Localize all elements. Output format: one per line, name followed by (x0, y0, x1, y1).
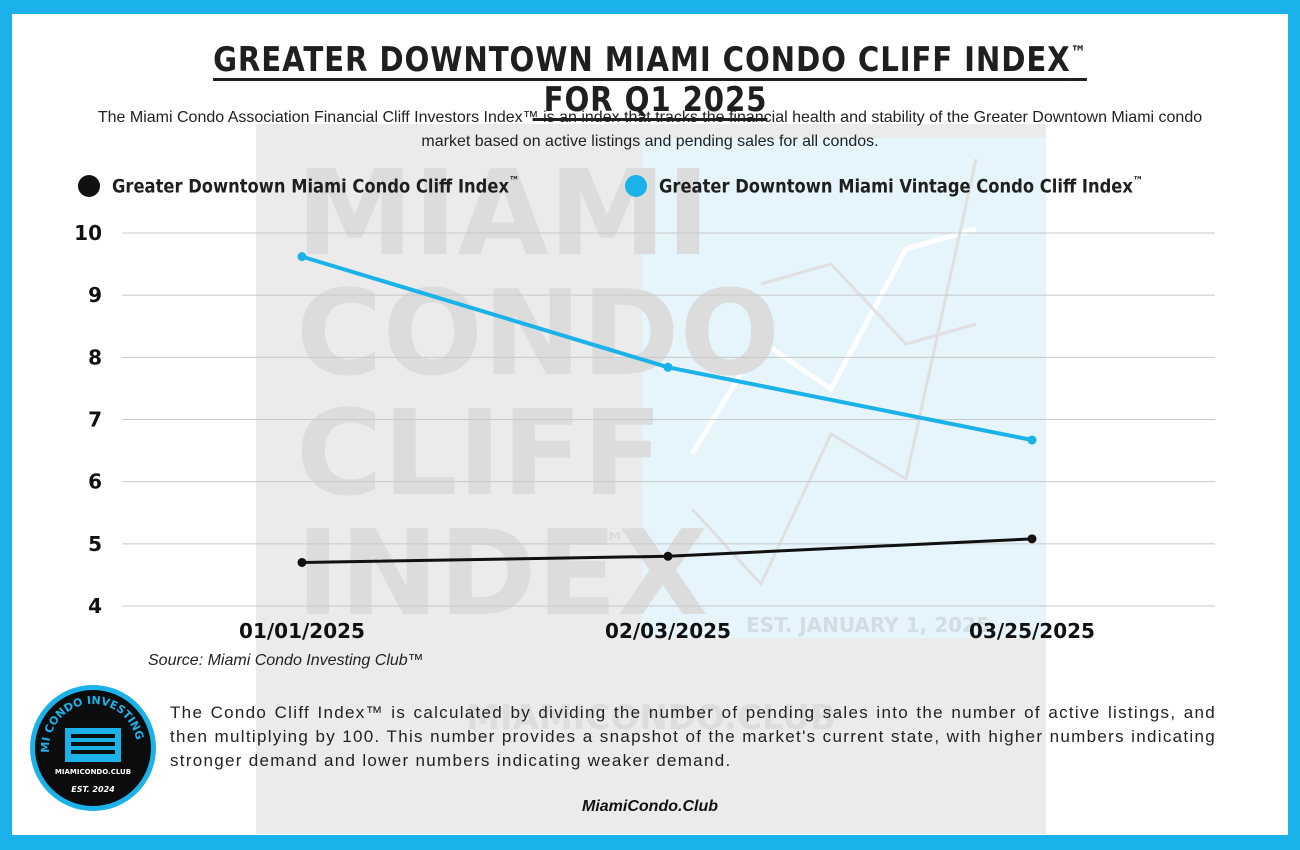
logo-site: MIAMICONDO.CLUB (55, 768, 131, 776)
footer-link[interactable]: MiamiCondo.Club (582, 798, 718, 815)
club-logo: MIAMI CONDO INVESTING CLUB MIAMICONDO.CL… (29, 684, 156, 811)
y-tick-label-5: 5 (88, 532, 102, 556)
y-tick-label-8: 8 (88, 345, 102, 369)
legend-marker-series-2 (625, 174, 648, 197)
legend-item-series-1: Greater Downtown Miami Condo Cliff Index… (77, 174, 586, 198)
series-2-point-1 (297, 252, 307, 262)
y-tick-label-10: 10 (74, 221, 102, 245)
series-2-point-3 (1027, 435, 1037, 445)
legend-label-series-2: Greater Downtown Miami Vintage Condo Cli… (659, 175, 1134, 198)
subtitle: The Miami Condo Association Financial Cl… (97, 109, 1203, 150)
x-tick-label-1: 01/01/2025 (239, 619, 365, 643)
legend-label-series-1: Greater Downtown Miami Condo Cliff Index (111, 175, 509, 198)
legend-marker-series-1 (77, 174, 100, 197)
page-title: GREATER DOWNTOWN MIAMI CONDO CLIFF INDEX… (213, 40, 1087, 120)
series-1-point-1 (297, 557, 307, 567)
logo-est: EST. 2024 (71, 785, 115, 794)
y-tick-label-6: 6 (88, 470, 102, 494)
index-description: The Condo Cliff Index™ is calculated by … (170, 703, 1216, 770)
chart-legend: Greater Downtown Miami Condo Cliff Index… (12, 174, 1288, 197)
x-tick-label-2: 02/03/2025 (605, 619, 731, 643)
y-tick-label-9: 9 (88, 283, 102, 307)
series-1-point-2 (663, 551, 673, 561)
y-tick-label-4: 4 (88, 594, 102, 618)
infographic-frame: MIAMI CONDO CLIFF INDEX ™ EST. JANUARY 1… (12, 14, 1288, 835)
series-2-line (301, 254, 1033, 442)
line-chart: 4 5 6 7 8 9 10 01/01/2025 02/03/2025 03/25/2025 (74, 221, 1215, 643)
source-note: Source: Miami Condo Investing Club™ (148, 652, 424, 669)
series-2-point-2 (663, 362, 673, 372)
y-tick-label-7: 7 (88, 408, 102, 432)
x-tick-label-3: 03/25/2025 (969, 619, 1095, 643)
legend-item-series-2: Greater Downtown Miami Vintage Condo Cli… (625, 174, 1222, 197)
series-1-point-3 (1027, 534, 1037, 544)
